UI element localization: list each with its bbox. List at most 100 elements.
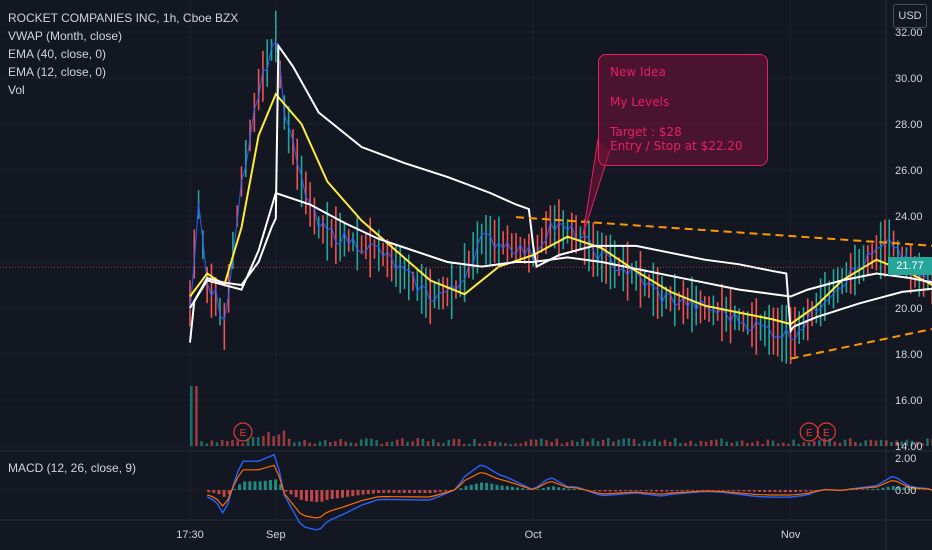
idea-note-callout[interactable]: New Idea My Levels Target : $28 Entry / … [598,54,768,166]
macd-histogram-bar [675,490,679,492]
macd-histogram-bar [485,482,489,490]
macd-histogram-bar [567,488,571,490]
volume-bar [709,440,713,446]
indicator-vwap[interactable]: VWAP (Month, close) [8,29,123,43]
note-line-3: Target : $28 [610,125,682,139]
volume-bar [627,438,631,446]
macd-histogram-bar [917,489,921,490]
volume-bar [334,441,337,446]
macd-histogram-bar [377,490,381,493]
macd-histogram-bar [619,490,622,492]
volume-bar [679,443,682,446]
indicator-volume[interactable]: Vol [8,83,25,97]
macd-histogram-bar [516,487,520,490]
indicator-ema12[interactable]: EMA (12, close, 0) [8,65,107,79]
volume-bar [256,436,260,446]
volume-bar [323,440,327,446]
volume-bar [190,386,193,446]
time-tick-label: 17:30 [176,529,204,541]
macd-histogram-bar [299,490,303,500]
macd-histogram-bar [701,490,705,491]
volume-bar [380,443,384,446]
volume-bar [715,439,718,446]
volume-bar [339,438,342,446]
macd-signal-line [207,464,932,519]
macd-histogram-bar [335,490,339,499]
indicator-ema40[interactable]: EMA (40, close, 0) [8,47,107,61]
volume-bar [915,441,919,446]
last-price-label: 21.77 [888,257,932,275]
volume-bar [328,442,332,446]
symbol-title[interactable]: ROCKET COMPANIES INC, 1h, Cboe BZX [8,11,239,25]
earnings-marker-icon[interactable] [233,422,253,442]
volume-bar [848,438,852,446]
currency-button[interactable]: USD [893,4,927,28]
macd-title[interactable]: MACD (12, 26, close, 9) [8,461,137,475]
drawings[interactable] [515,138,932,360]
volume-bar [555,438,559,446]
macd-histogram-bar [881,487,885,490]
vwap-line [189,42,932,343]
volume-bar [524,441,528,446]
volume-bar [576,441,579,446]
volume-bar [771,440,775,446]
volume-bar [421,438,425,446]
macd-histogram-bar [665,490,669,492]
volume-bar [694,443,698,446]
earnings-marker-icon[interactable] [799,422,819,442]
volume-bar [354,443,358,446]
macd-histogram-bar [691,490,695,491]
time-tick-label: Sep [266,529,286,541]
macd-histogram-bar [402,490,406,493]
macd-histogram-bar [474,483,478,490]
macd-histogram-bar [392,490,396,493]
volume-bar [452,438,456,446]
earnings-marker-icon[interactable] [816,422,836,442]
price-tick-label: 16.00 [895,395,923,407]
volume-bar [540,438,543,446]
price-tick-label: 18.00 [895,349,923,361]
volume-bar [370,438,373,446]
volume-bar [478,443,481,446]
macd-histogram-bar [855,489,859,490]
time-axis[interactable]: 17:30SepOctNovDec2021FebMarApr [176,529,932,541]
macd-histogram-bar [670,490,674,492]
macd-histogram-bar [490,483,494,490]
macd-histogram-bar [315,490,319,502]
volume-bar [447,439,450,446]
volume-bar [926,438,929,446]
trendline[interactable] [515,216,932,263]
volume-bar [437,442,440,446]
volume-bar [205,443,209,446]
volume-bar [823,438,826,446]
macd-line [206,453,932,531]
earnings-markers[interactable]: EEEE [233,422,932,442]
macd-histogram-bar [248,481,252,490]
volume-bar [879,439,883,446]
volume-bar [648,441,651,446]
price-axis[interactable]: 32.0030.0028.0026.0024.0022.0020.0018.00… [895,27,923,497]
macd-histogram-bar [732,490,736,492]
volume-bar [766,439,770,446]
macd-histogram-bar [757,490,761,492]
macd-histogram-bar [799,490,803,492]
macd-histogram-bar [572,489,576,490]
macd-histogram-bar [778,490,782,493]
volume-bar [818,440,821,446]
macd-histogram-bar [696,490,700,491]
macd-histogram-bar [541,488,545,490]
macd-histogram-bar [279,484,283,490]
volume-bar [622,438,626,446]
price-tick-label: 32.00 [895,27,923,39]
earnings-marker-label: E [823,428,830,439]
macd-histogram-bar [562,488,566,490]
volume-bar [591,438,595,446]
macd-pane [0,453,932,531]
macd-histogram-bar [649,490,653,492]
macd-histogram-bar [721,490,725,491]
macd-histogram-bar [464,485,468,490]
volume-bar [792,439,795,446]
volume-bar [359,439,363,446]
macd-histogram-bar [737,490,741,492]
